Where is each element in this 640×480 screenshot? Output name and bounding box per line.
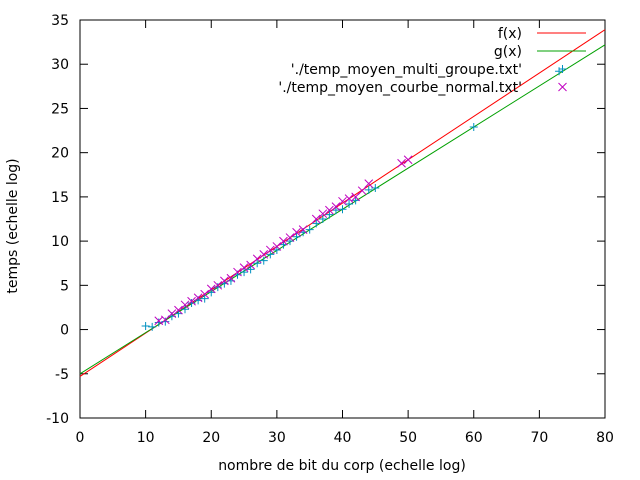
y-axis-label: temps (echelle log) [5,158,21,293]
y-tick-label: 20 [51,146,69,162]
data-point [331,206,340,215]
data-point [207,288,216,297]
data-point [555,67,564,76]
y-tick-label: -10 [46,411,69,427]
data-point [357,186,367,196]
x-tick-label: 30 [268,430,286,446]
y-tick-label: 35 [51,13,69,29]
data-point [292,227,301,237]
data-point [318,215,327,223]
data-point [141,322,150,331]
data-point [213,280,223,290]
legend-swatch [558,82,567,92]
data-point [187,296,196,306]
data-point [345,199,354,208]
data-point [213,283,222,292]
legend-label: './temp_moyen_courbe_normal.txt' [278,80,522,96]
data-point [246,265,255,274]
data-point [298,225,308,234]
data-point [253,259,262,268]
data-point [148,322,157,331]
data-point [200,294,209,303]
data-point [272,242,282,251]
data-point [279,236,288,246]
data-point [161,317,170,326]
x-tick-label: 10 [137,430,155,446]
data-point [206,284,216,294]
data-point [338,205,347,214]
y-tick-label: 25 [51,101,69,117]
data-point [266,250,275,259]
data-point [265,245,275,255]
data-point [272,245,281,254]
data-point [312,219,321,228]
y-tick-label: 30 [51,57,69,73]
data-point [187,299,196,308]
legend-label: f(x) [498,26,522,42]
data-point [311,214,321,224]
data-point [351,196,360,205]
data-point [240,268,249,277]
data-point [180,300,190,310]
x-axis-label: nombre de bit du corp (echelle log) [218,458,466,474]
data-point [364,185,373,194]
legend-label: './temp_moyen_multi_groupe.txt' [291,62,522,78]
data-point [181,305,189,314]
legend-label: g(x) [494,44,522,60]
legend-swatch [558,65,567,73]
data-point [200,289,210,299]
data-point [220,276,229,286]
data-point [325,210,334,219]
data-point [364,179,374,188]
data-point [338,196,347,206]
x-tick-label: 50 [399,430,417,446]
data-point [167,309,177,318]
data-point [174,305,183,315]
data-point [397,158,406,168]
data-point [325,205,334,215]
data-point [286,237,294,246]
data-point [154,318,163,327]
data-point [193,293,203,303]
data-point [259,256,268,265]
data-point [292,232,301,241]
data-point [259,250,269,259]
data-point [279,240,288,249]
x-tick-label: 70 [530,430,548,446]
x-tick-label: 60 [465,430,483,446]
data-point [285,233,295,242]
x-tick-label: 40 [334,430,352,446]
x-tick-label: 80 [596,430,614,446]
data-point [233,267,242,277]
data-point [239,263,249,272]
x-tick-label: 20 [202,430,220,446]
data-point [344,194,354,204]
data-point [305,225,314,234]
data-point [371,184,380,193]
data-point [318,209,328,219]
data-point [403,155,413,165]
y-tick-label: 0 [60,323,69,339]
y-tick-label: 5 [60,278,69,294]
y-tick-label: 10 [51,234,69,250]
x-tick-label: 0 [76,430,85,446]
data-point [252,254,262,264]
y-tick-label: 15 [51,190,69,206]
data-point [331,202,341,211]
data-point [469,123,478,132]
data-point [174,309,183,318]
y-tick-label: -5 [55,367,69,383]
